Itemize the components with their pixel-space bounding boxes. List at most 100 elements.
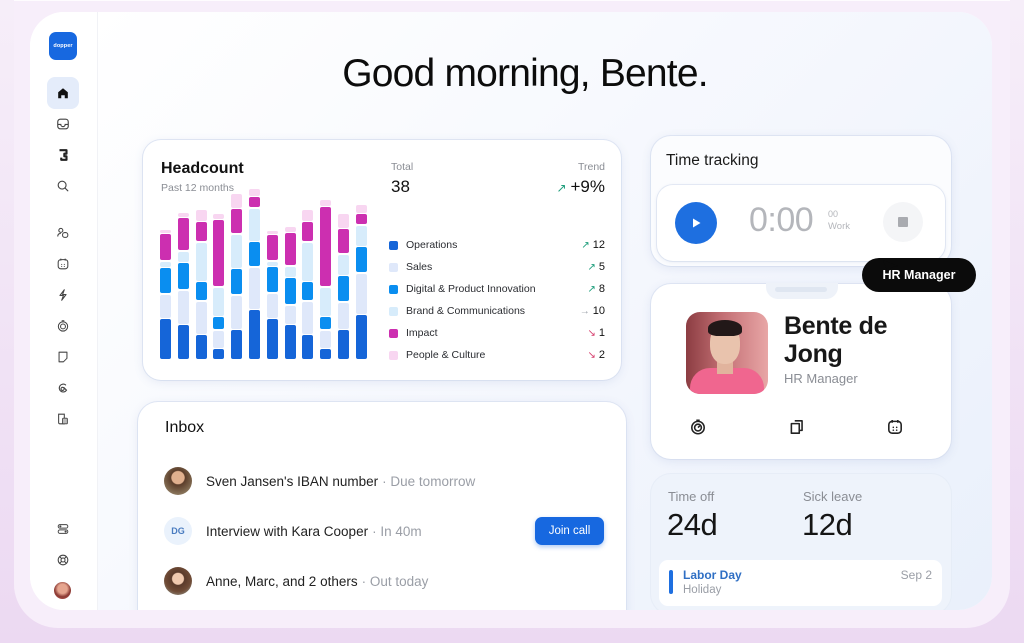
play-button[interactable] <box>675 202 717 244</box>
join-call-button[interactable]: Join call <box>535 517 604 545</box>
bar-segment <box>231 209 243 233</box>
bar-segment <box>355 273 367 314</box>
inbox-item[interactable]: Sven Jansen's IBAN number · Due tomorrow <box>164 466 604 496</box>
sidebar-item-payroll[interactable] <box>47 372 79 404</box>
sidebar-item-inbox[interactable] <box>47 108 79 140</box>
calendar-icon <box>57 258 69 270</box>
bar-segment <box>302 282 314 300</box>
reports-icon <box>58 413 68 425</box>
total-label: Total <box>391 161 414 173</box>
chart-bar[interactable] <box>302 209 314 359</box>
legend-swatch <box>389 284 398 294</box>
people-icon <box>57 227 69 238</box>
chart-bar[interactable] <box>320 199 332 359</box>
app-window: dopper <box>30 12 992 610</box>
chart-bar[interactable] <box>249 188 260 359</box>
bar-segment <box>249 188 260 196</box>
holiday-item[interactable]: Labor Day Holiday Sep 2 <box>659 560 942 606</box>
logo[interactable]: dopper <box>49 32 77 60</box>
chart-bar[interactable] <box>338 213 349 359</box>
chart-bar[interactable] <box>160 229 171 359</box>
sidebar-item-documents[interactable] <box>47 341 79 373</box>
chart-bar[interactable] <box>231 193 243 359</box>
sidebar-item-automations[interactable] <box>47 279 79 311</box>
legend-item: People & Culture ↘ 2 <box>389 344 605 366</box>
bar-segment <box>249 197 260 207</box>
legend-item: Impact ↘ 1 <box>389 322 605 344</box>
bar-segment <box>338 330 349 359</box>
chart-bar[interactable] <box>177 212 189 359</box>
home-icon <box>58 88 68 99</box>
bar-segment <box>338 302 349 329</box>
legend-item: Digital & Product Innovation ↗ 8 <box>389 278 605 300</box>
bar-segment <box>195 209 207 221</box>
inbox-item[interactable]: DG Interview with Kara Cooper · In 40m J… <box>164 516 604 546</box>
legend-value: ↗ 8 <box>587 283 605 295</box>
sidebar-item-calendar[interactable] <box>47 248 79 280</box>
main-content: Good morning, Bente. Headcount Past 12 m… <box>98 12 992 610</box>
bar-segment <box>231 193 243 208</box>
bar-segment <box>338 229 349 253</box>
legend-swatch <box>389 262 398 272</box>
sidebar-item-people[interactable] <box>47 217 79 249</box>
bar-segment <box>302 301 314 334</box>
link-icon <box>58 383 68 393</box>
document-icon <box>58 351 68 363</box>
bar-segment <box>160 261 171 267</box>
trend-flat-icon: → <box>579 306 590 317</box>
chart-bar[interactable] <box>195 209 207 359</box>
bar-segment <box>284 226 296 232</box>
lightning-icon <box>59 289 67 301</box>
legend-value: ↘ 2 <box>587 349 605 361</box>
trend-up-icon: ↗ <box>587 262 596 273</box>
tooltip: HR Manager <box>862 258 976 292</box>
legend-value: → 10 <box>579 305 605 317</box>
sidebar-item-integrations[interactable] <box>47 139 79 171</box>
bar-segment <box>338 276 349 301</box>
bar-segment <box>213 317 225 329</box>
timer-display: 0:00 <box>749 201 814 239</box>
calendar-icon[interactable] <box>886 418 904 436</box>
sidebar-item-home[interactable] <box>47 77 79 109</box>
bar-segment <box>177 263 189 289</box>
lifebuoy-icon <box>57 554 69 566</box>
time-tracking-title: Time tracking <box>666 152 759 169</box>
bar-segment <box>284 325 296 359</box>
puzzle-icon <box>59 149 68 161</box>
headcount-legend: Operations ↗ 12 Sales ↗ 5 Digital & Product In… <box>389 234 605 366</box>
bar-segment <box>213 349 225 359</box>
chart-bar[interactable] <box>266 230 278 359</box>
sidebar-item-time-tracking[interactable] <box>47 310 79 342</box>
stop-button[interactable] <box>883 202 923 242</box>
sidebar-item-help[interactable] <box>47 544 79 576</box>
sidebar: dopper <box>30 12 98 610</box>
inbox-item[interactable]: Anne, Marc, and 2 others · Out today <box>164 566 604 596</box>
chart-bar[interactable] <box>213 213 225 359</box>
chart-bar[interactable] <box>284 226 296 359</box>
sidebar-item-search[interactable] <box>47 170 79 202</box>
sidebar-item-reports[interactable] <box>47 403 79 435</box>
drag-handle[interactable] <box>775 287 827 292</box>
legend-label: Sales <box>406 261 433 273</box>
sidebar-item-settings[interactable] <box>47 513 79 545</box>
sick-leave-label: Sick leave <box>803 489 863 504</box>
bar-segment <box>302 222 314 241</box>
legend-item: Brand & Communications → 10 <box>389 300 605 322</box>
bar-segment <box>160 234 171 260</box>
page-title: Good morning, Bente. <box>342 52 708 95</box>
avatar[interactable] <box>54 582 71 599</box>
search-icon <box>57 180 69 192</box>
chart-bar[interactable] <box>355 204 367 359</box>
timer-seconds: 00 <box>828 209 839 219</box>
inbox-icon <box>57 118 69 130</box>
bar-segment <box>302 209 314 221</box>
stopwatch-icon[interactable] <box>689 418 707 436</box>
copy-icon[interactable] <box>788 418 806 436</box>
bar-segment <box>213 220 225 286</box>
bar-segment <box>320 317 332 329</box>
profile-name: Bente de Jong <box>784 312 888 368</box>
inbox-title: Inbox <box>165 419 205 436</box>
bar-segment <box>284 305 296 324</box>
toggles-icon <box>57 524 69 534</box>
bar-segment <box>355 315 367 359</box>
